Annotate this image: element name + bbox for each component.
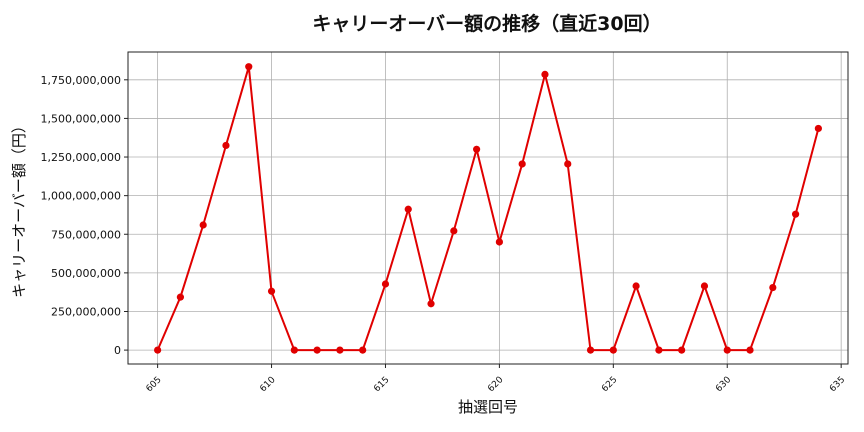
data-point [290, 346, 298, 354]
y-tick-label: 1,250,000,000 [41, 151, 121, 164]
y-tick-label: 250,000,000 [51, 305, 121, 318]
data-point [632, 282, 640, 290]
chart-title: キャリーオーバー額の推移（直近30回） [312, 12, 661, 35]
data-point [814, 124, 822, 133]
data-point [154, 346, 162, 354]
data-point [473, 145, 481, 153]
data-point [404, 205, 412, 213]
data-point [541, 70, 549, 78]
y-tick-label: 1,500,000,000 [41, 112, 121, 125]
data-point [564, 160, 572, 168]
y-tick-label: 1,000,000,000 [41, 190, 121, 203]
axis-ticks: 0 250,000,000 500,000,000 750,000,000 1,000,… [41, 74, 848, 394]
x-tick-label: 605 [145, 375, 164, 394]
series-layer [154, 63, 822, 354]
data-point [723, 346, 731, 354]
data-point [791, 210, 800, 218]
data-point [609, 346, 617, 354]
data-point [245, 63, 253, 71]
plot-area-frame [127, 51, 849, 365]
y-tick-label: 750,000,000 [51, 228, 121, 241]
data-point [359, 346, 367, 354]
x-axis-label: 抽選回号 [458, 398, 518, 416]
data-point [222, 141, 230, 150]
x-tick-label: 620 [486, 375, 505, 394]
y-tick-label: 1,750,000,000 [41, 74, 121, 87]
x-tick-label: 615 [372, 375, 391, 394]
data-point [495, 238, 503, 246]
y-axis-label: キャリーオーバー額（円） [10, 118, 28, 298]
data-point [199, 221, 207, 229]
data-point [655, 346, 663, 354]
x-tick-label: 630 [714, 375, 733, 394]
y-tick-label: 500,000,000 [51, 267, 121, 280]
data-point [427, 300, 435, 308]
grid-lines [128, 52, 848, 364]
data-point [700, 282, 709, 290]
data-point [746, 346, 754, 354]
data-point [267, 287, 276, 295]
data-point [678, 346, 686, 354]
x-tick-label: 610 [258, 375, 277, 394]
data-point [336, 346, 344, 354]
data-point [769, 283, 777, 292]
data-point [518, 160, 526, 168]
data-point [176, 293, 185, 301]
data-point [313, 346, 321, 354]
data-point [450, 227, 458, 235]
x-tick-label: 635 [828, 375, 847, 394]
data-point [586, 346, 595, 354]
series-line [156, 66, 820, 352]
y-tick-label: 0 [114, 344, 121, 357]
x-tick-label: 625 [600, 375, 619, 394]
data-point [381, 280, 390, 288]
